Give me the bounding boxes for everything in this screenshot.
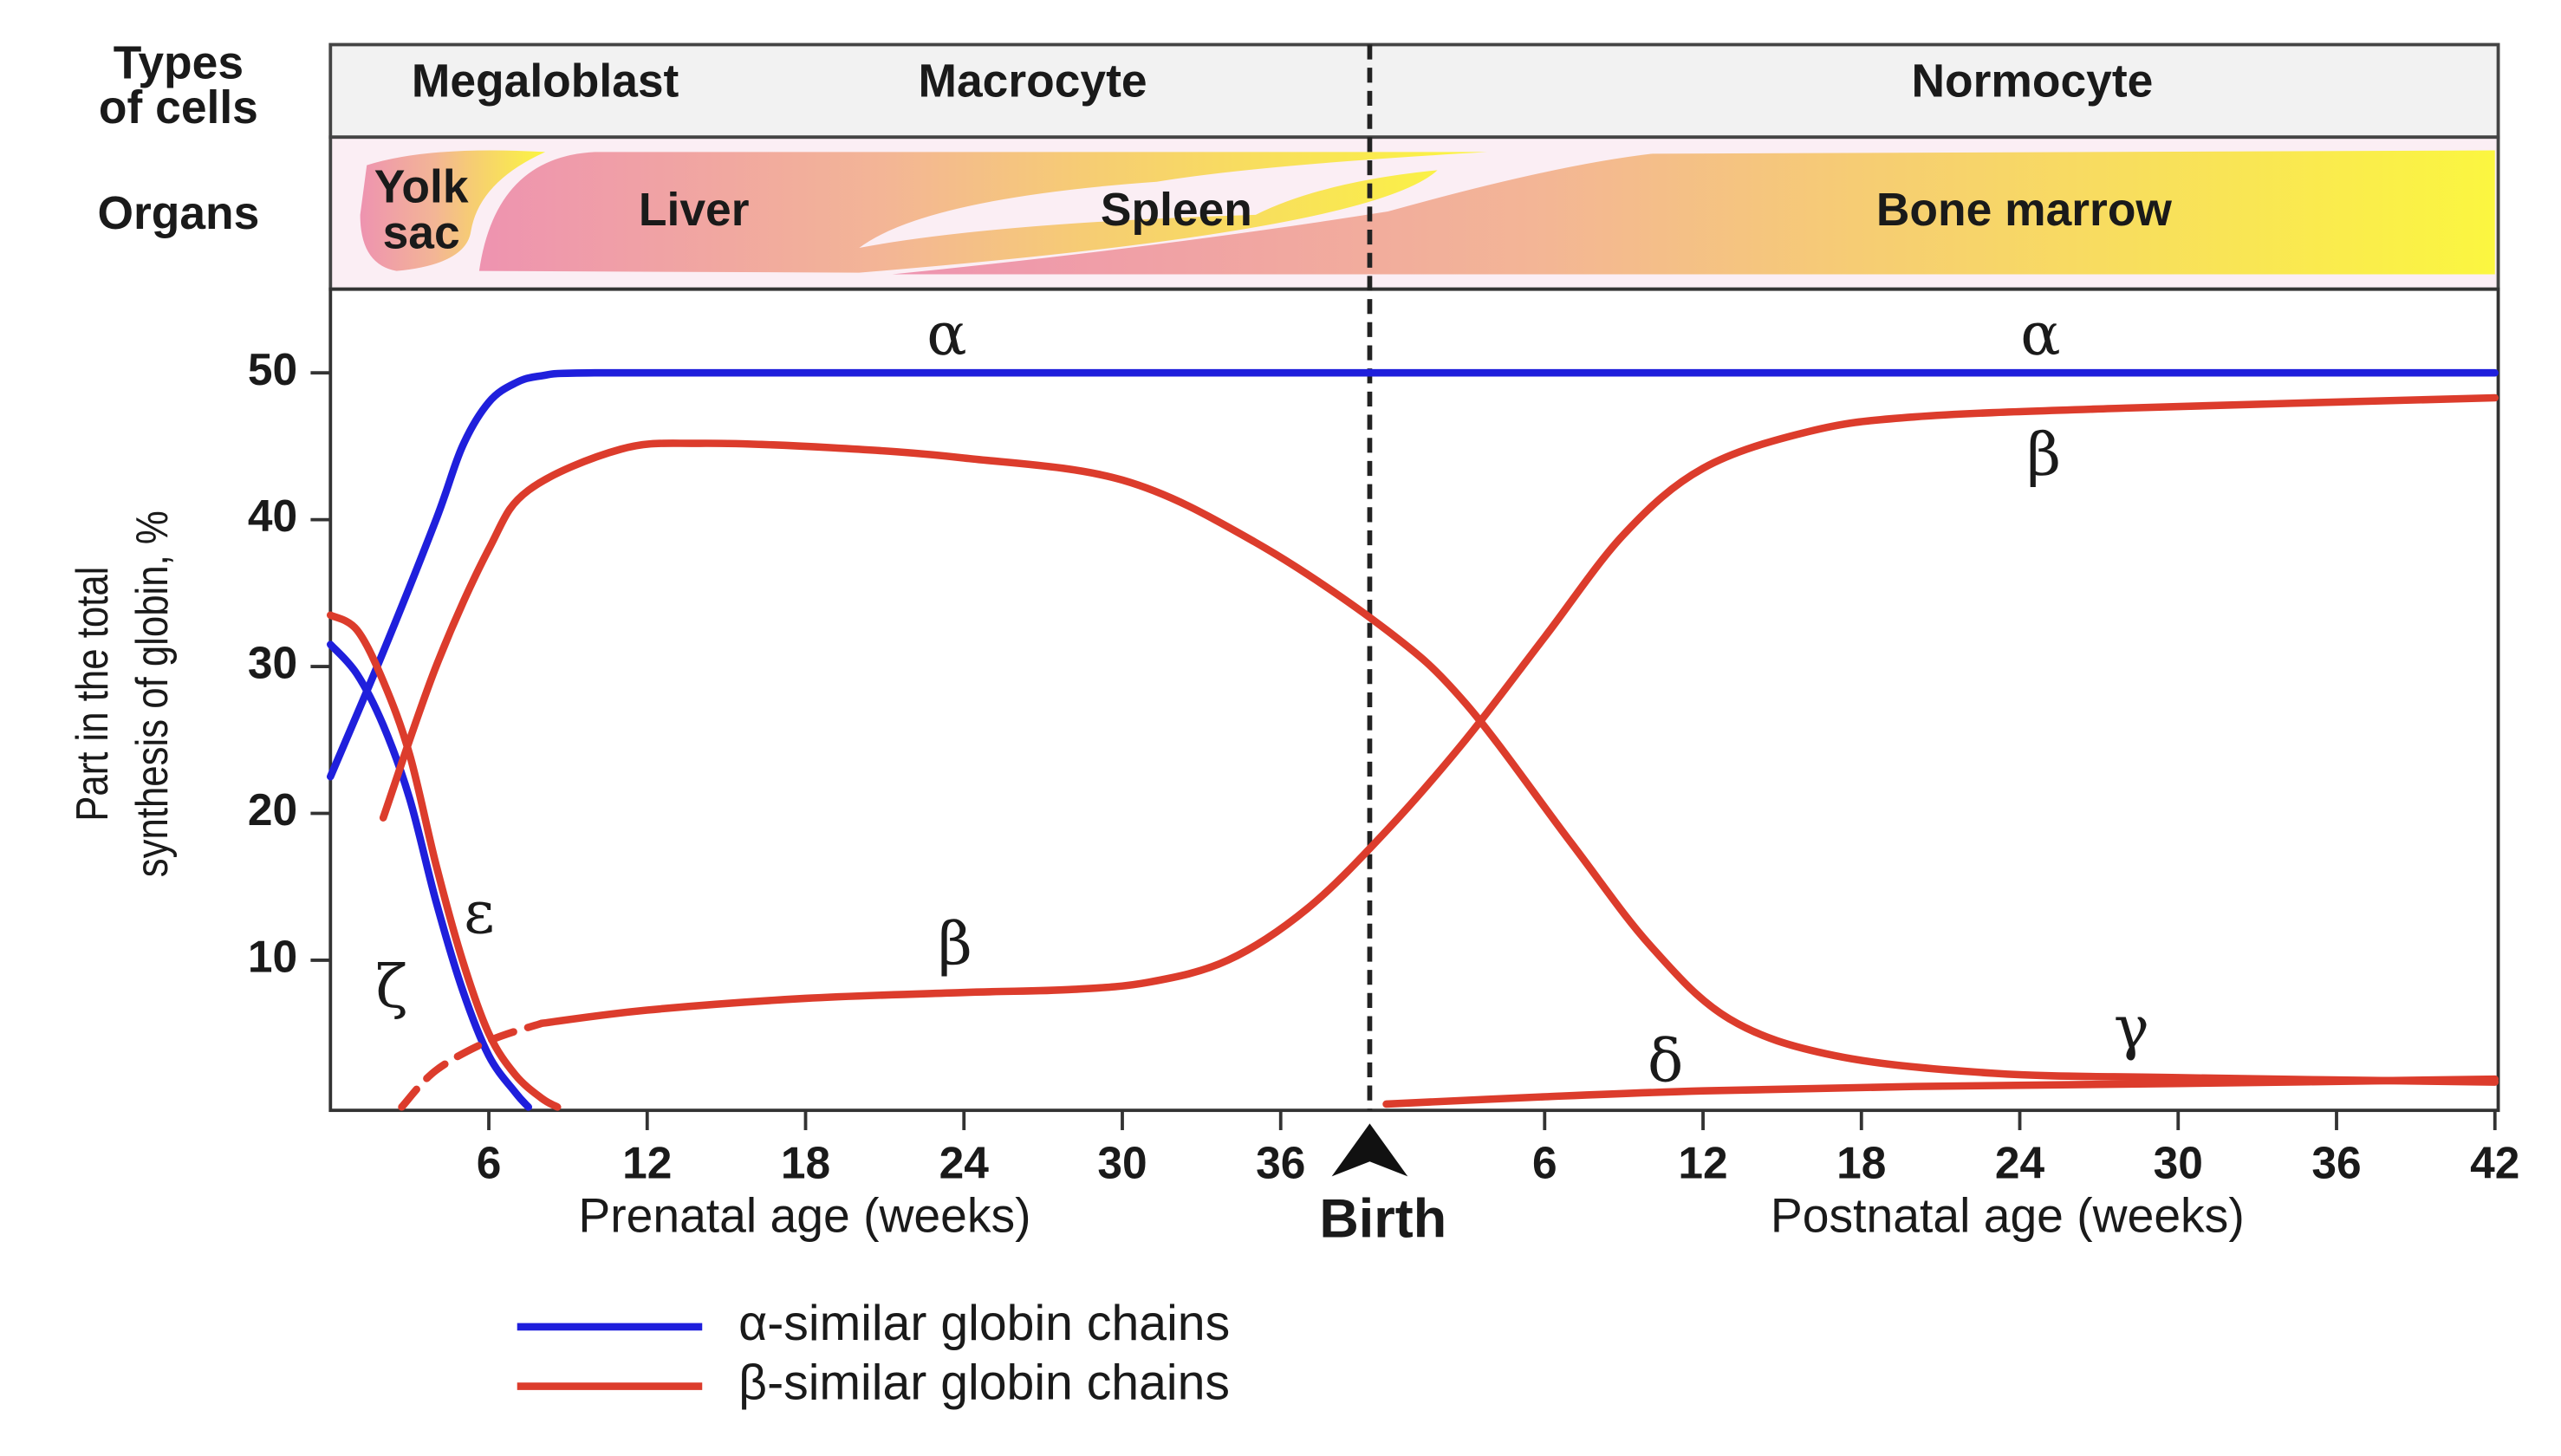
legend-label: β-similar globin chains (738, 1355, 1230, 1411)
legend-label: α-similar globin chains (738, 1296, 1230, 1351)
row-label: of cells (99, 82, 258, 133)
organ-label: Bone marrow (1876, 185, 2173, 236)
organ-label: Yolk (374, 161, 469, 212)
x-tick-label: 30 (1097, 1138, 1147, 1188)
curve-label: ζ (375, 952, 407, 1022)
x-tick-label: 18 (781, 1138, 830, 1188)
series-line (327, 640, 533, 1111)
x-tick-label: 18 (1836, 1138, 1886, 1188)
curve-label: β (2026, 420, 2061, 490)
curve-label: β (938, 909, 972, 978)
x-tick-label: 42 (2470, 1138, 2519, 1188)
y-tick-label: 20 (248, 784, 297, 835)
y-tick-label: 10 (248, 932, 297, 982)
series-line (379, 439, 2499, 1086)
series-line (537, 393, 2499, 1028)
y-tick-label: 40 (248, 491, 297, 541)
curve-label: α (926, 300, 966, 369)
curve-label: γ (2114, 994, 2149, 1063)
organ-label: sac (383, 208, 460, 259)
organ-label: Liver (639, 185, 750, 236)
x-tick-label: 36 (1256, 1138, 1305, 1188)
x-tick-label: 30 (2154, 1138, 2203, 1188)
row-label: Organs (97, 188, 259, 239)
y-axis-title: Part in the total synthesis of globin, % (68, 510, 178, 877)
cell-type: Normocyte (1912, 55, 2154, 107)
curve-label: ε (464, 878, 495, 947)
row-label: Types (114, 37, 244, 88)
y-axis-title-line: Part in the total (68, 567, 118, 822)
cell-type: Megaloblast (412, 55, 679, 107)
cell-type: Macrocyte (919, 55, 1147, 107)
cell-type-band (328, 42, 2500, 140)
curve-label: α (2020, 300, 2060, 369)
birth-marker (1331, 1123, 1408, 1177)
organ-label: Spleen (1101, 185, 1252, 236)
x-tick-label: 12 (622, 1138, 672, 1188)
curve-label: δ (1648, 1027, 1683, 1096)
series-line (327, 368, 2499, 781)
plot-frame (328, 287, 2500, 1113)
series-line (1382, 1075, 2499, 1108)
organ-shapes (360, 150, 2495, 275)
x-tick-label: 24 (939, 1138, 990, 1188)
x-axis-title: Postnatal age (weeks) (1771, 1189, 2245, 1243)
y-tick-label: 50 (248, 344, 297, 394)
series-line (398, 1019, 546, 1111)
y-tick-label: 30 (248, 638, 297, 688)
birth-label: Birth (1319, 1188, 1446, 1249)
x-tick-label: 36 (2311, 1138, 2361, 1188)
series-line (327, 611, 562, 1111)
x-tick-label: 6 (477, 1138, 502, 1188)
y-axis-title-line: synthesis of globin, % (128, 510, 178, 877)
x-tick-label: 12 (1678, 1138, 1727, 1188)
x-tick-label: 24 (1995, 1138, 2045, 1188)
x-axis-title: Prenatal age (weeks) (578, 1189, 1030, 1243)
x-tick-label: 6 (1532, 1138, 1557, 1188)
